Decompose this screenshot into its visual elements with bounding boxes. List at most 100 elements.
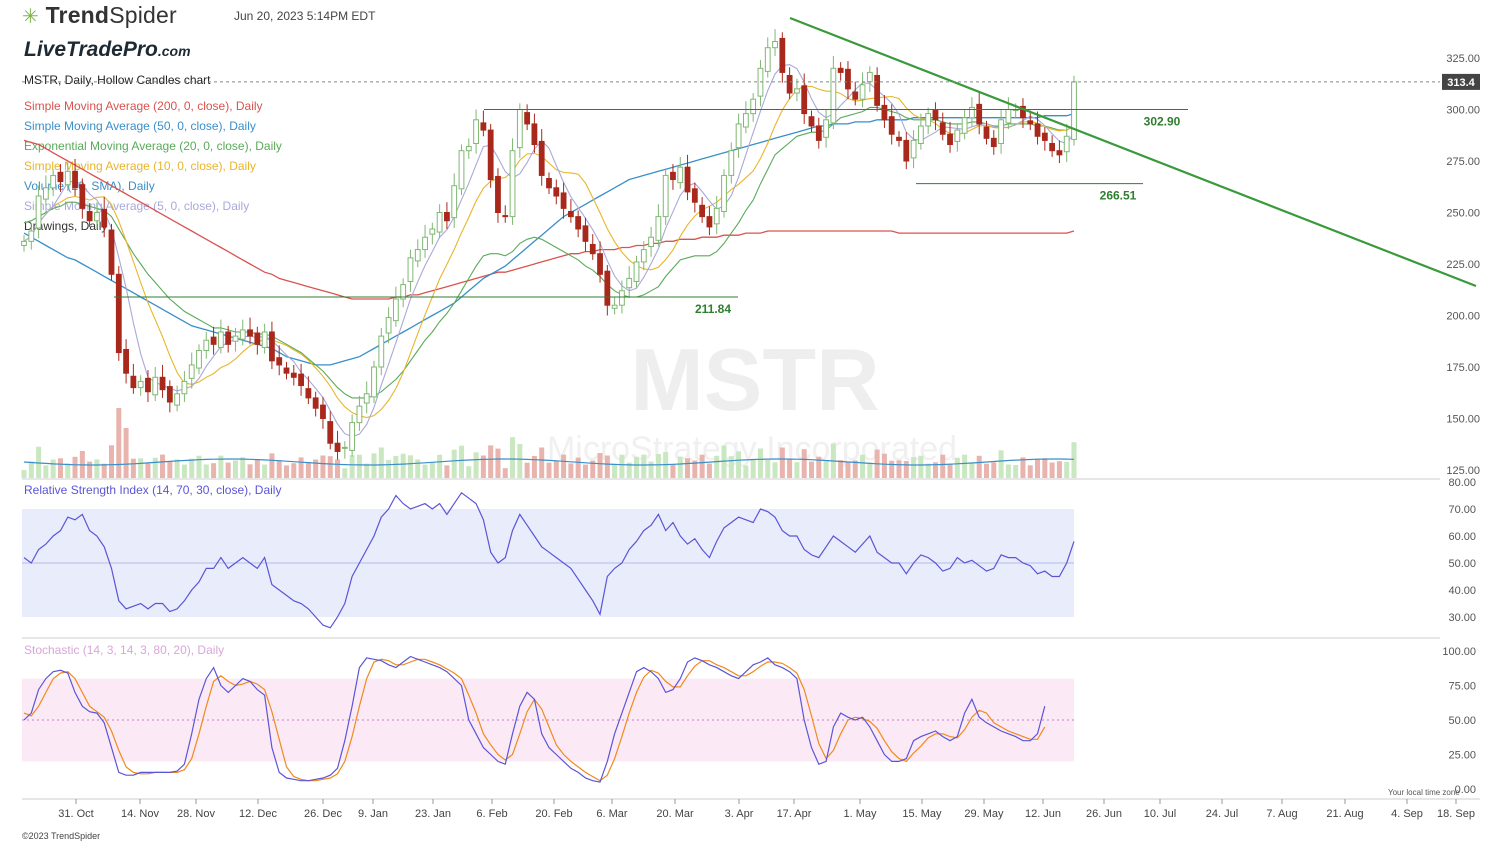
candle-body <box>298 373 304 387</box>
candle-body <box>451 185 458 219</box>
legend-volume[interactable]: Volume (20, SMA), Daily <box>24 179 155 193</box>
level-label: 302.90 <box>1144 115 1181 129</box>
candle-body <box>640 249 647 263</box>
candle-body <box>990 137 997 148</box>
volume-bar <box>262 464 268 478</box>
rsi-legend[interactable]: Relative Strength Index (14, 70, 30, clo… <box>24 483 282 497</box>
candle-body <box>341 446 348 449</box>
candle-body <box>487 129 494 181</box>
level-label: 211.84 <box>695 302 731 316</box>
candle-body <box>137 380 144 389</box>
volume-bar <box>736 451 742 478</box>
candle-body <box>1027 120 1034 125</box>
candle-body <box>852 91 859 100</box>
volume-bar <box>1071 442 1077 478</box>
livetradepro-logo: LiveTradePro.com <box>24 38 191 62</box>
volume-bar <box>400 453 406 478</box>
volume-bar <box>947 463 953 478</box>
volume-bar <box>371 453 377 478</box>
volume-bar <box>342 468 348 478</box>
volume-bar <box>918 455 924 478</box>
candle-body <box>210 336 217 345</box>
volume-bar <box>36 446 42 478</box>
volume-bar <box>160 454 166 478</box>
price-tick-label: 200.00 <box>1446 311 1480 323</box>
volume-bar <box>1005 464 1011 478</box>
volume-bar <box>218 455 224 478</box>
volume-bar <box>619 454 625 478</box>
candle-body <box>392 298 399 322</box>
candle-body <box>414 249 421 262</box>
candle-body <box>917 125 924 144</box>
volume-bar <box>677 456 683 478</box>
candle-body <box>815 125 822 141</box>
candle-body <box>881 104 888 121</box>
volume-bar <box>291 463 297 478</box>
volume-bar <box>21 470 27 478</box>
stoch-legend[interactable]: Stochastic (14, 3, 14, 3, 80, 20), Daily <box>24 643 225 657</box>
volume-bar <box>670 464 676 478</box>
candle-body <box>115 273 122 354</box>
volume-bar <box>466 466 472 478</box>
volume-bar <box>276 460 282 478</box>
volume-bar <box>415 459 421 478</box>
candle-body <box>327 421 334 444</box>
candle-body <box>247 329 253 337</box>
candle-body <box>217 331 224 348</box>
legend-sma200[interactable]: Simple Moving Average (200, 0, close), D… <box>24 99 263 113</box>
candle-body <box>575 216 582 230</box>
candle-body <box>35 195 42 229</box>
sma10-line <box>23 85 1075 419</box>
last-price-value: 313.4 <box>1447 77 1475 89</box>
candle-body <box>888 116 895 135</box>
candle-body <box>203 339 210 352</box>
x-tick-label: 21. Aug <box>1326 808 1363 820</box>
volume-bar <box>925 463 931 478</box>
candle-body <box>859 84 866 100</box>
volume-bar <box>721 445 727 478</box>
volume-bar <box>655 454 661 478</box>
x-tick-label: 1. May <box>843 808 877 820</box>
legend-sma50[interactable]: Simple Moving Average (50, 0, close), Da… <box>24 119 256 133</box>
last-price-badge <box>1442 73 1480 90</box>
candle-body <box>94 212 100 222</box>
candle-body <box>589 243 596 255</box>
candle-body <box>910 139 917 159</box>
x-tick-label: 6. Mar <box>596 808 628 820</box>
volume-bar <box>911 457 917 478</box>
candle-body <box>516 109 523 149</box>
volume-bar <box>1020 457 1026 478</box>
volume-bar <box>699 454 705 478</box>
volume-bar <box>568 463 574 478</box>
spider-icon: ✳ <box>22 6 39 28</box>
candle-body <box>677 166 684 184</box>
volume-bar <box>145 463 151 478</box>
volume-bar <box>473 452 479 478</box>
volume-bar <box>65 463 71 478</box>
candle-body <box>188 364 195 379</box>
candle-body <box>553 187 560 197</box>
volume-bar <box>757 448 763 478</box>
volume-bar <box>750 459 756 478</box>
volume-bar <box>954 457 960 478</box>
volume-bar <box>349 455 355 478</box>
trendspider-logo: ✳ TrendSpider <box>22 2 177 29</box>
ema20-line <box>23 106 1075 399</box>
candle-body <box>232 335 239 342</box>
x-tick-label: 20. Feb <box>535 808 572 820</box>
candle-body <box>57 171 64 183</box>
legend-ema20[interactable]: Exponential Moving Average (20, 0, close… <box>24 139 282 153</box>
volume-bar <box>320 455 326 478</box>
legend-drawings[interactable]: Drawings, Daily <box>24 219 108 233</box>
price-tick-label: 150.00 <box>1446 414 1480 426</box>
candle-body <box>538 140 545 176</box>
volume-bar <box>130 458 136 478</box>
x-tick-label: 23. Jan <box>415 808 451 820</box>
candle-body <box>976 103 983 125</box>
candle-body <box>400 284 407 300</box>
candle-body <box>349 422 356 451</box>
candle-body <box>64 170 71 186</box>
candle-body <box>261 331 268 348</box>
x-tick-label: 12. Dec <box>239 808 277 820</box>
